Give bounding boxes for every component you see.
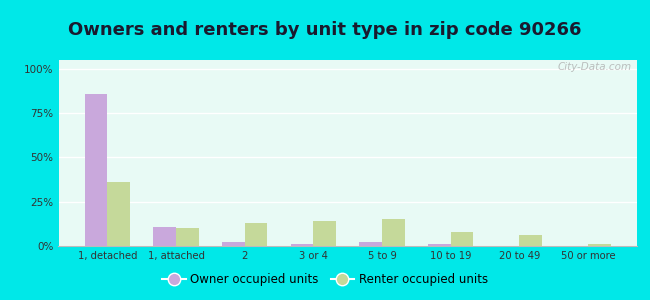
Bar [359, 242, 382, 246]
Bar [428, 244, 450, 246]
Bar [176, 228, 199, 246]
Bar [107, 182, 130, 246]
Text: Owners and renters by unit type in zip code 90266: Owners and renters by unit type in zip c… [68, 21, 582, 39]
Bar [519, 236, 542, 246]
Bar [84, 94, 107, 246]
Text: City-Data.com: City-Data.com [557, 62, 631, 72]
Bar [245, 223, 267, 246]
Bar [382, 219, 405, 246]
Bar [588, 244, 611, 246]
Bar [153, 226, 176, 246]
Bar [450, 232, 473, 246]
Bar [222, 242, 245, 246]
Bar [291, 244, 313, 246]
Legend: Owner occupied units, Renter occupied units: Owner occupied units, Renter occupied un… [157, 269, 493, 291]
Bar [313, 221, 336, 246]
